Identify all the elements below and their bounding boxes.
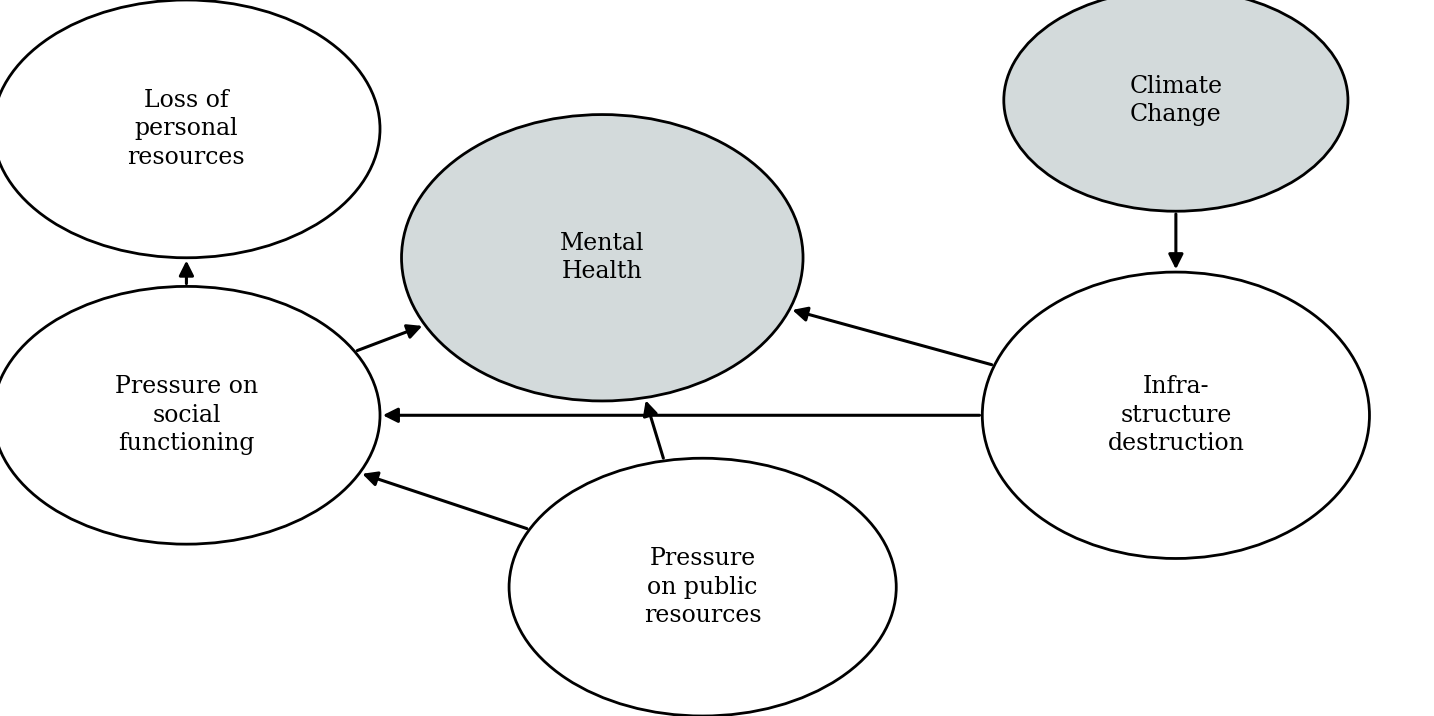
Text: Infra-
structure
destruction: Infra- structure destruction [1107, 375, 1245, 455]
Ellipse shape [402, 115, 803, 401]
Text: Pressure on
social
functioning: Pressure on social functioning [115, 375, 258, 455]
Ellipse shape [1004, 0, 1348, 211]
Text: Climate
Change: Climate Change [1130, 74, 1222, 126]
Ellipse shape [0, 0, 380, 258]
Text: Pressure
on public
resources: Pressure on public resources [644, 547, 761, 627]
Ellipse shape [982, 272, 1369, 558]
Ellipse shape [509, 458, 896, 716]
Text: Loss of
personal
resources: Loss of personal resources [128, 89, 245, 169]
Ellipse shape [0, 286, 380, 544]
Text: Mental
Health: Mental Health [561, 232, 644, 284]
